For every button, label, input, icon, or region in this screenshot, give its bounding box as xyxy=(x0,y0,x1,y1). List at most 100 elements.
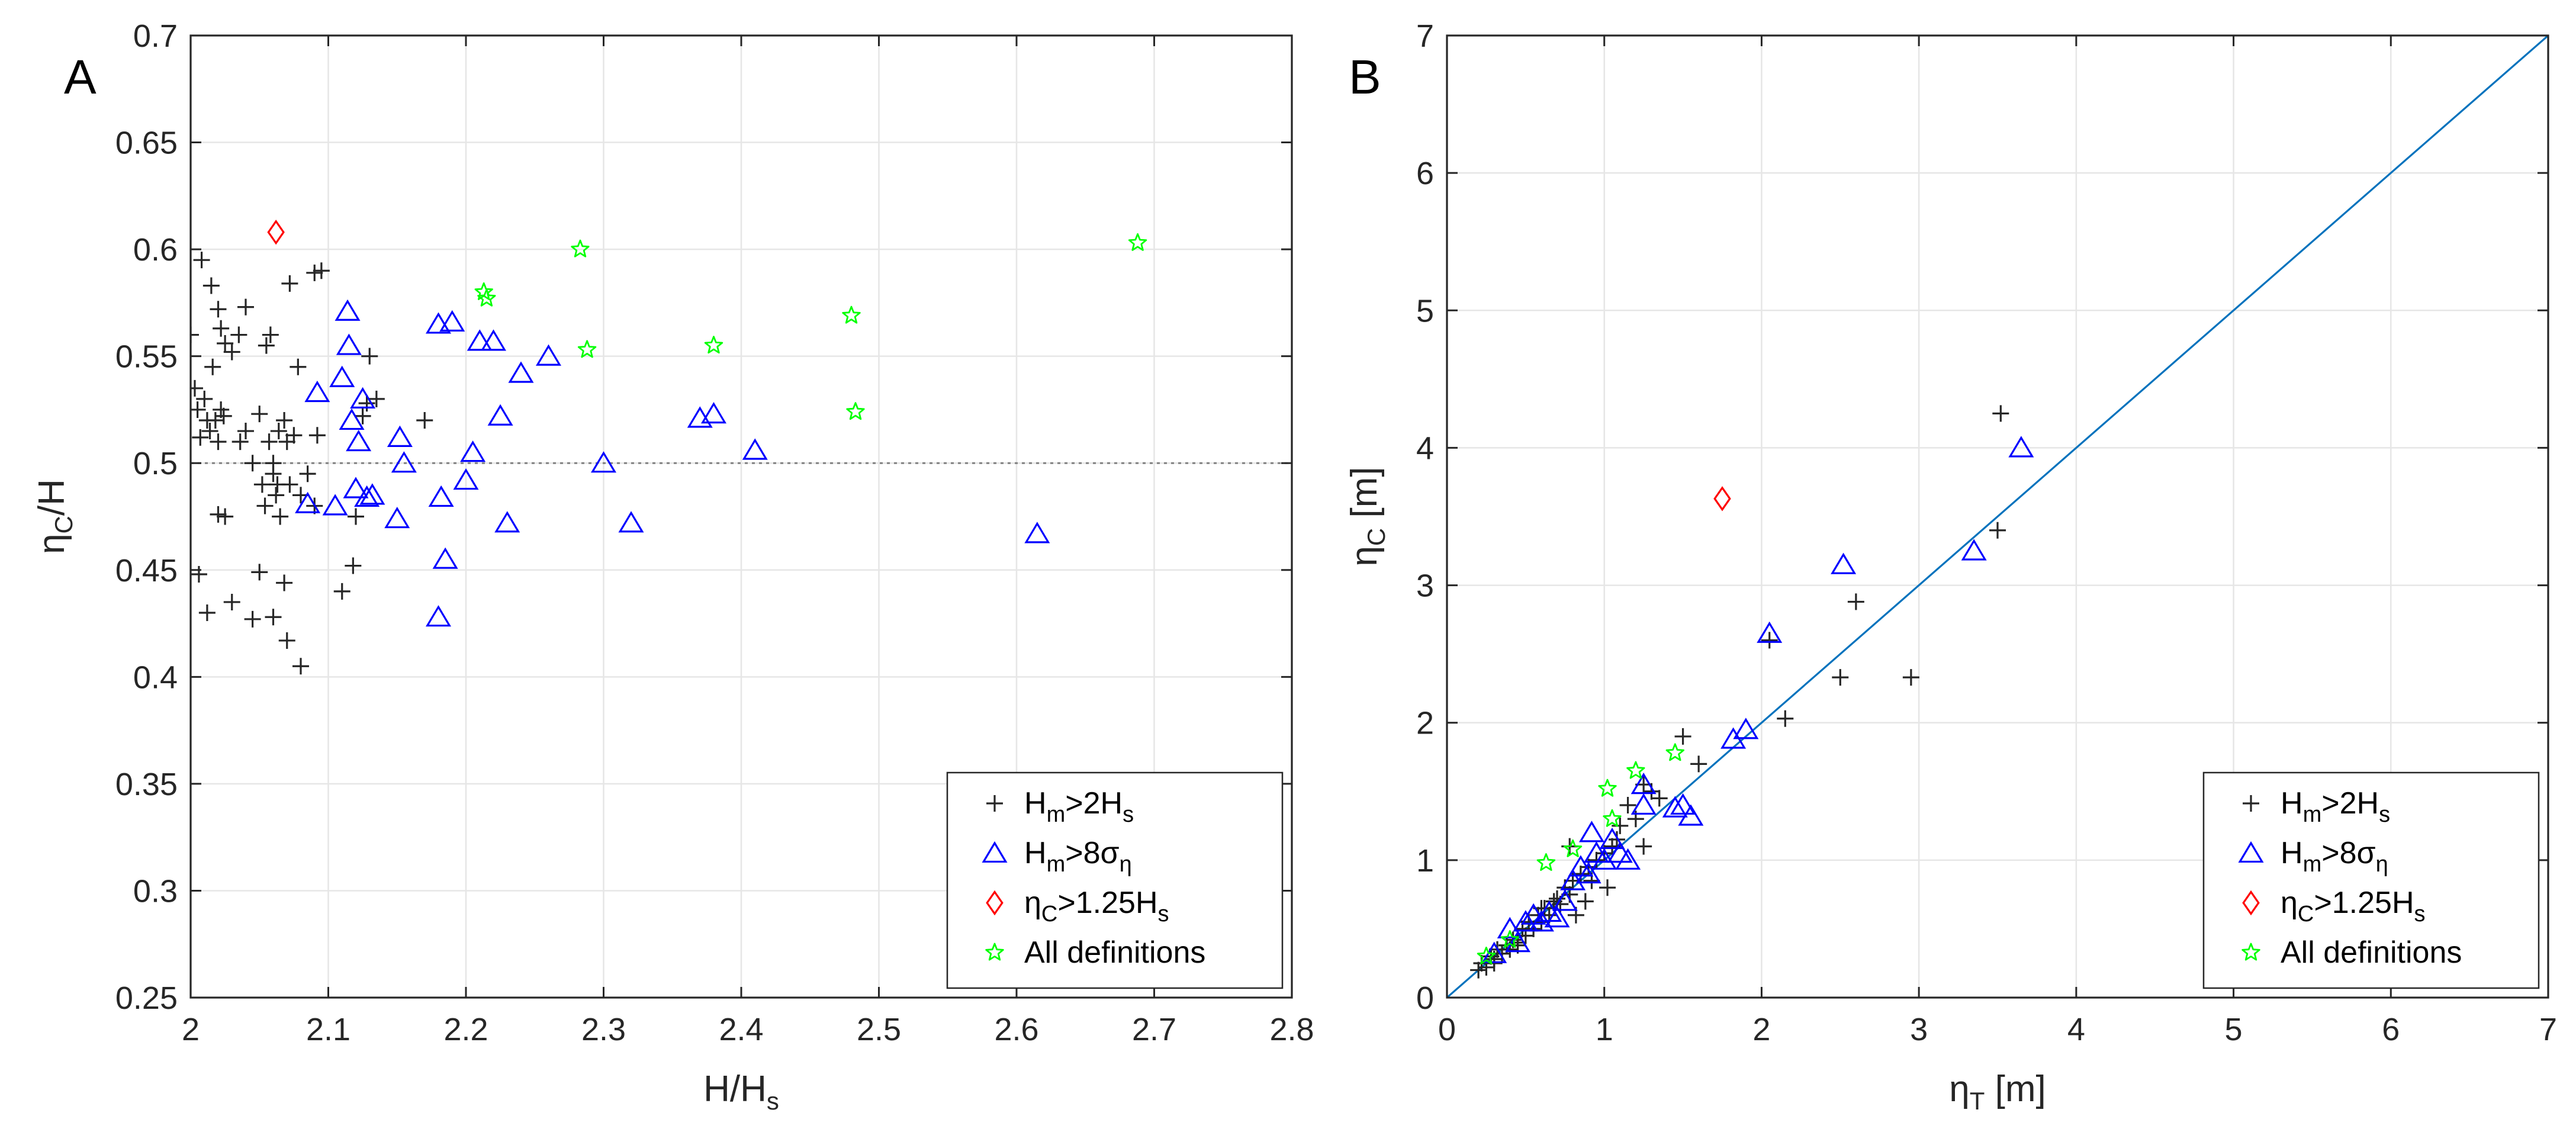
data-point-star xyxy=(1128,233,1147,251)
x-tick-label: 2.1 xyxy=(306,1012,350,1047)
x-tick-label: 2.6 xyxy=(994,1012,1038,1047)
data-point-triangle xyxy=(335,299,361,321)
data-point-plus xyxy=(1619,797,1636,813)
data-point-triangle xyxy=(425,312,452,334)
data-point-triangle xyxy=(1575,861,1601,884)
data-point-plus xyxy=(223,343,240,361)
y-tick-label: 4 xyxy=(1416,430,1434,466)
legend-entry-label: Hm>2Hs xyxy=(1024,786,1134,827)
data-point-plus xyxy=(416,412,433,429)
data-point-triangle xyxy=(1678,804,1704,826)
data-point-triangle xyxy=(508,361,534,383)
y-tick-label: 2 xyxy=(1416,706,1434,741)
y-tick-label: 0.35 xyxy=(115,767,178,802)
data-point-plus xyxy=(230,326,247,343)
axes-box xyxy=(1446,34,2549,999)
data-point-plus xyxy=(191,379,203,397)
legend-entry-label: Hm>8ση xyxy=(1024,836,1132,877)
data-point-triangle xyxy=(1831,552,1857,574)
data-point-triangle xyxy=(339,408,365,430)
legend-marker-diamond xyxy=(2242,890,2260,916)
data-point-plus xyxy=(276,574,293,591)
data-points xyxy=(191,220,1147,675)
x-tick-label: 2 xyxy=(182,1012,200,1047)
data-point-triangle xyxy=(1505,931,1531,953)
x-tick-label: 2.8 xyxy=(1269,1012,1314,1047)
x-tick-label: 2.4 xyxy=(719,1012,763,1047)
data-point-plus xyxy=(268,487,285,504)
data-point-triangle xyxy=(1615,848,1641,870)
one-to-one-line xyxy=(1447,36,2548,998)
legend-entry-label: ηC>1.25Hs xyxy=(2281,886,2426,927)
data-point-triangle xyxy=(487,404,513,426)
data-point-plus xyxy=(202,277,220,294)
legend: Hm>2Hs Hm>8ση ηC>1.25Hs All definitions xyxy=(2202,771,2540,989)
legend-entry-label: Hm>8ση xyxy=(2281,836,2388,877)
data-point-plus xyxy=(358,395,375,412)
data-point-plus xyxy=(191,326,199,343)
data-point-triangle xyxy=(391,451,417,473)
data-point-triangle xyxy=(1757,621,1783,643)
data-point-plus xyxy=(269,476,286,493)
data-point-plus xyxy=(237,298,254,316)
panel-letter: B xyxy=(1349,50,1381,104)
data-point-star xyxy=(704,336,723,354)
y-tick-label: 1 xyxy=(1416,843,1434,879)
data-point-triangle xyxy=(700,402,727,424)
legend-marker-diamond xyxy=(986,890,1004,916)
data-point-plus xyxy=(1847,593,1864,610)
data-point-triangle xyxy=(428,485,454,507)
data-point-plus xyxy=(1485,954,1503,972)
legend-entry-label: ηC>1.25Hs xyxy=(1024,886,1169,927)
data-point-plus xyxy=(191,566,207,583)
data-point-plus xyxy=(1608,831,1625,848)
y-tick-label: 0.55 xyxy=(115,339,178,375)
data-point-plus xyxy=(281,275,298,292)
data-point-plus xyxy=(244,610,261,628)
data-point-plus xyxy=(265,609,282,626)
data-point-plus xyxy=(191,401,206,418)
data-point-triangle xyxy=(346,429,372,452)
data-point-triangle xyxy=(329,365,355,387)
data-point-plus xyxy=(1651,790,1668,807)
data-point-plus xyxy=(276,412,293,429)
data-point-triangle xyxy=(354,485,380,507)
y-tick-label: 0.6 xyxy=(133,232,178,268)
data-point-triangle xyxy=(742,438,768,460)
y-tick-label: 0.45 xyxy=(115,553,178,588)
data-point-plus xyxy=(196,390,213,407)
data-point-triangle xyxy=(1662,796,1688,818)
legend-marker-triangle xyxy=(2238,841,2264,863)
data-point-plus xyxy=(1470,961,1487,979)
data-point-triangle xyxy=(295,491,321,513)
data-point-triangle xyxy=(460,440,486,462)
data-point-triangle xyxy=(439,310,465,332)
data-point-star xyxy=(1626,761,1645,779)
x-tick-label: 6 xyxy=(2382,1012,2400,1047)
data-point-star xyxy=(1500,930,1519,948)
data-point-triangle xyxy=(480,329,507,351)
data-point-plus xyxy=(285,427,303,444)
data-point-diamond xyxy=(1713,486,1731,512)
data-point-plus xyxy=(1777,710,1794,727)
x-tick-label: 4 xyxy=(2067,1012,2085,1047)
data-point-triangle xyxy=(618,511,644,533)
data-point-plus xyxy=(1902,669,1919,686)
data-point-plus xyxy=(251,406,268,423)
y-tick-label: 0.65 xyxy=(115,126,178,161)
data-point-triangle xyxy=(590,451,617,473)
data-point-star xyxy=(1477,947,1496,964)
legend-marker-star xyxy=(985,943,1004,961)
data-point-plus xyxy=(223,593,240,610)
data-point-triangle xyxy=(1961,539,1987,561)
data-point-plus xyxy=(1989,522,2006,539)
y-tick-label: 5 xyxy=(1416,293,1434,329)
data-point-star xyxy=(846,402,865,420)
x-tick-label: 2.2 xyxy=(443,1012,488,1047)
data-point-star xyxy=(577,340,597,358)
data-point-star xyxy=(1598,779,1617,797)
data-point-plus xyxy=(262,326,279,343)
data-point-triangle xyxy=(425,605,452,627)
data-point-plus xyxy=(272,508,289,525)
x-tick-label: 2.3 xyxy=(581,1012,626,1047)
